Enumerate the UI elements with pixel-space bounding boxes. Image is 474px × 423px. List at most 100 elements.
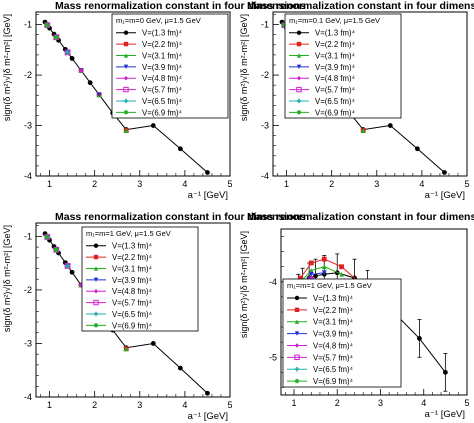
legend-marker: [93, 299, 99, 306]
x-tick-label: 1: [47, 400, 52, 410]
legend-marker: [93, 266, 99, 271]
legend-marker: [294, 354, 300, 361]
data-point: [87, 80, 93, 86]
y-tick-label: -2: [24, 285, 32, 295]
legend-marker: [123, 30, 129, 35]
legend-entry: V=(3.1 fm)⁴: [112, 264, 152, 273]
data-point: [53, 34, 59, 40]
y-tick-label: -3: [24, 121, 32, 131]
data-point: [69, 56, 75, 61]
legend-marker: [123, 75, 129, 81]
legend-marker: [296, 64, 302, 70]
legend-entry: V=(6.9 fm)⁴: [315, 108, 355, 117]
y-tick-label: -1: [261, 20, 269, 30]
legend-marker: [93, 254, 99, 260]
data-point: [417, 336, 422, 341]
legend-entry: V=(1.3 fm)⁴: [315, 29, 355, 38]
y-tick-label: -3: [261, 121, 269, 131]
chart-panel-4: Mass renormalization constant in four di…: [239, 211, 474, 420]
legend-entry: V=(6.5 fm)⁴: [112, 310, 152, 319]
y-axis-label: sign(δ m²)√|δ m²-m²| [GeV]: [239, 231, 249, 338]
legend-marker: [123, 41, 129, 47]
x-tick-label: 3: [374, 179, 379, 189]
plot-frame: [35, 11, 231, 177]
legend-marker: [296, 41, 302, 47]
legend-marker: [294, 307, 300, 313]
chart-panel-1: Mass renormalization constant in four di…: [2, 0, 306, 201]
y-axis-label: sign(δ m²)√|δ m²-m²| [GeV]: [2, 14, 12, 121]
x-tick-label: 2: [92, 400, 97, 410]
data-point: [360, 128, 366, 133]
legend-header: m₁=m=0.1 GeV, μ=1.5 GeV: [289, 16, 380, 25]
legend: m₁=m=1 GeV, μ=1.5 GeV V=(1.3 fm)⁴ V=(2.2 f…: [282, 278, 402, 388]
legend: m₁=m=0 GeV, μ=1.5 GeV V=(1.3 fm)⁴ V=(2.2 f…: [111, 13, 229, 119]
y-tick-label: -2: [261, 70, 269, 80]
chart-panel-3: Mass renormalization constant in four di…: [2, 211, 306, 422]
legend-entry: V=(1.3 fm)⁴: [112, 242, 152, 251]
legend: m₁=m=0.1 GeV, μ=1.5 GeV V=(1.3 fm)⁴ V=(2.2…: [284, 13, 402, 119]
y-tick-label: -1: [24, 20, 32, 30]
y-tick-label: -5: [269, 352, 277, 362]
chart-title: Mass renormalization constant in four di…: [55, 211, 306, 223]
legend-marker: [296, 86, 302, 93]
legend-entry: V=(4.8 fm)⁴: [112, 287, 152, 296]
legend-marker: [294, 343, 300, 348]
data-point: [78, 68, 84, 73]
legend-entry: V=(3.9 fm)⁴: [315, 63, 355, 72]
data-point: [321, 270, 327, 276]
legend-entry: V=(5.7 fm)⁴: [313, 353, 353, 362]
y-tick-label: -4: [24, 171, 32, 181]
data-point: [96, 92, 102, 98]
x-tick-label: 3: [137, 400, 142, 410]
plot-frame: [272, 11, 468, 177]
data-point: [281, 22, 287, 28]
data-area: [42, 19, 210, 175]
legend-entry: V=(3.1 fm)⁴: [142, 51, 182, 60]
y-tick-label: -4: [269, 277, 277, 287]
legend-marker: [93, 323, 99, 328]
legend-entry: V=(6.9 fm)⁴: [313, 377, 353, 386]
data-point: [177, 365, 183, 371]
x-tick-label: 3: [137, 179, 142, 189]
legend-entry: V=(3.1 fm)⁴: [315, 51, 355, 60]
legend-marker: [93, 288, 99, 294]
x-axis-label: a⁻¹ [GeV]: [188, 190, 228, 201]
legend-marker: [296, 30, 302, 35]
data-point: [65, 263, 70, 269]
y-tick-label: -1: [24, 231, 32, 241]
data-point: [150, 123, 156, 128]
data-point: [205, 170, 210, 175]
data-point: [44, 22, 50, 28]
legend-entry: V=(3.9 fm)⁴: [313, 330, 353, 339]
legend-entry: V=(6.5 fm)⁴: [142, 97, 182, 106]
x-tick-label: 1: [47, 179, 52, 189]
x-axis-label: a⁻¹ [GeV]: [425, 409, 465, 420]
legend-entry: V=(2.2 fm)⁴: [313, 306, 353, 315]
legend-entry: V=(1.3 fm)⁴: [142, 29, 182, 38]
data-point: [414, 146, 420, 152]
legend-marker: [296, 53, 302, 58]
series-8: [44, 234, 59, 253]
legend-marker: [123, 86, 129, 93]
x-axis-label: a⁻¹ [GeV]: [188, 411, 228, 422]
x-tick-label: 4: [419, 179, 424, 189]
legend-entry: V=(6.9 fm)⁴: [142, 108, 182, 117]
data-point: [442, 170, 447, 175]
chart-title: Mass renormalization constant in four di…: [55, 0, 306, 12]
x-tick-label: 2: [329, 179, 334, 189]
legend-entry: V=(2.2 fm)⁴: [142, 40, 182, 49]
legend-entry: V=(3.1 fm)⁴: [313, 318, 353, 327]
data-point: [69, 269, 75, 275]
legend-entry: V=(6.9 fm)⁴: [112, 321, 152, 330]
data-point: [313, 273, 319, 279]
legend-entry: V=(5.7 fm)⁴: [112, 299, 152, 308]
legend-marker: [296, 75, 302, 81]
y-axis-label: sign(δ m²)√|δ m²-m²| [GeV]: [239, 14, 249, 121]
legend-marker: [294, 378, 300, 384]
data-point: [321, 256, 327, 262]
chart-panel-2: Mass renormalization constant in four di…: [239, 0, 474, 201]
legend-header: m₁=m=1 GeV, μ=1.5 GeV: [287, 281, 372, 290]
x-tick-label: 5: [464, 398, 469, 408]
legend-entry: V=(6.5 fm)⁴: [315, 97, 355, 106]
